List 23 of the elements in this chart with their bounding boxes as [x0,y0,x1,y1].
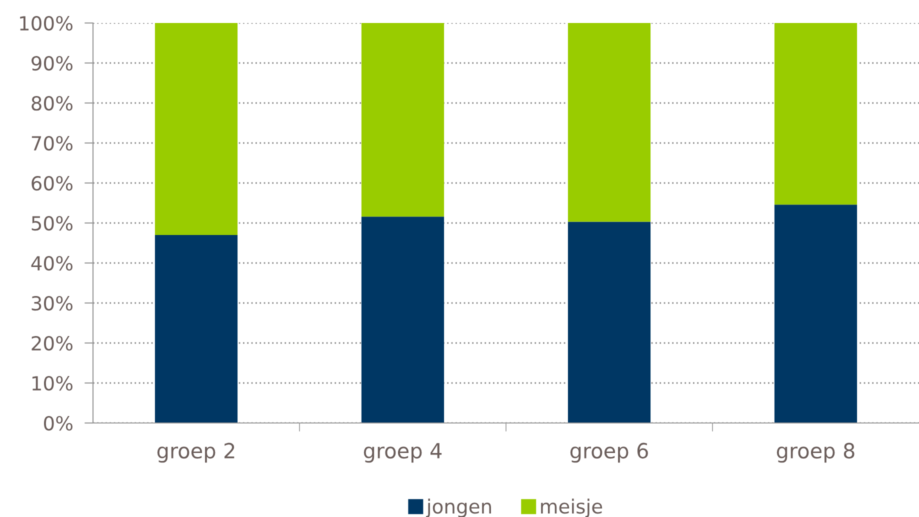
bar [774,23,858,205]
x-tick-label: groep 4 [364,443,442,463]
y-tick-label: 70% [32,136,72,151]
y-tick-label: 10% [32,376,72,391]
y-tick-label: 100% [20,16,72,31]
y-tick-label: 50% [32,216,72,231]
bar [568,222,651,423]
bar [154,235,238,423]
bar [361,216,444,423]
y-tick-label: 90% [32,56,72,71]
x-tick-label: groep 8 [776,442,854,463]
y-tick-label: 20% [32,336,72,351]
x-tick-label: groep 2 [157,442,234,463]
y-tick-label: 0% [44,416,72,431]
bar [361,23,444,217]
y-tick-label: 30% [32,296,72,311]
x-tick-label: groep 6 [570,442,648,463]
y-tick-label: 60% [32,176,72,191]
y-tick-label: 80% [32,96,72,111]
bar [154,23,238,235]
bar [568,23,651,222]
y-tick-label: 40% [31,256,72,271]
bar [774,204,858,423]
